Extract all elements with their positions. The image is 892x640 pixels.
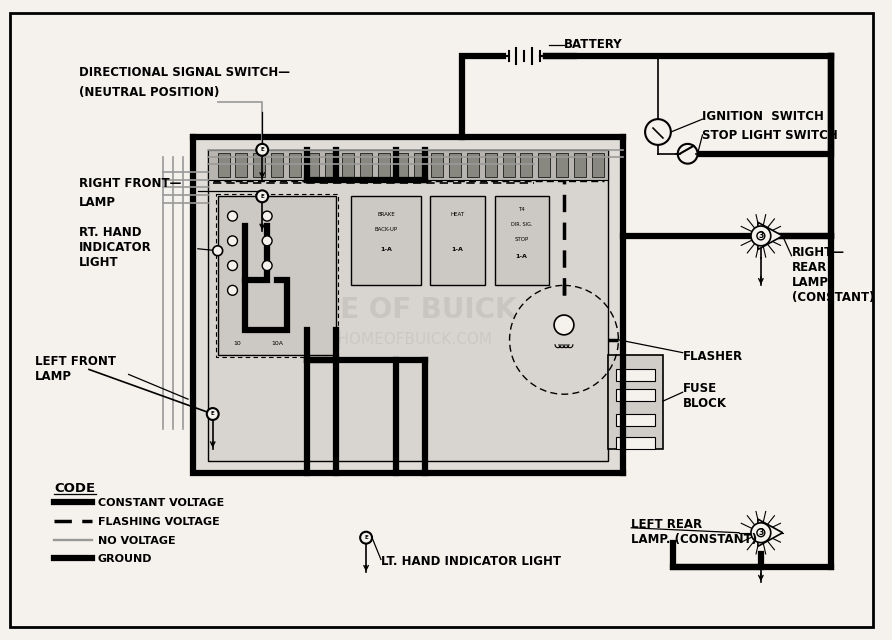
Circle shape: [751, 226, 771, 246]
Text: HOME OF BUICK: HOME OF BUICK: [266, 296, 516, 324]
Text: WWW.HOMEOFBUICK.COM: WWW.HOMEOFBUICK.COM: [289, 332, 492, 348]
Bar: [218, 153, 229, 177]
Bar: [450, 153, 461, 177]
Circle shape: [212, 246, 223, 256]
Text: 3: 3: [758, 232, 764, 241]
Circle shape: [256, 144, 268, 156]
Text: HEAT: HEAT: [450, 212, 464, 217]
Bar: [616, 414, 655, 426]
Polygon shape: [758, 519, 782, 547]
Text: RIGHT—
REAR
LAMP
(CONSTANT): RIGHT— REAR LAMP (CONSTANT): [791, 246, 874, 304]
Circle shape: [207, 408, 219, 420]
Bar: [351, 196, 420, 285]
Text: DIRECTIONAL SIGNAL SWITCH—: DIRECTIONAL SIGNAL SWITCH—: [79, 66, 290, 79]
Text: 1-A: 1-A: [451, 247, 463, 252]
Circle shape: [757, 529, 764, 537]
Text: LEFT FRONT
LAMP: LEFT FRONT LAMP: [35, 355, 116, 383]
Text: LT. HAND INDICATOR LIGHT: LT. HAND INDICATOR LIGHT: [381, 556, 561, 568]
Bar: [289, 153, 301, 177]
Bar: [378, 153, 390, 177]
Bar: [431, 196, 485, 285]
Bar: [307, 153, 318, 177]
Text: IGNITION  SWITCH: IGNITION SWITCH: [703, 110, 824, 124]
Text: E: E: [211, 412, 215, 417]
Bar: [616, 389, 655, 401]
Text: FUSE
BLOCK: FUSE BLOCK: [682, 382, 727, 410]
Text: CODE: CODE: [54, 483, 95, 495]
Bar: [502, 153, 515, 177]
Bar: [271, 153, 283, 177]
Text: RT. HAND
INDICATOR
LIGHT: RT. HAND INDICATOR LIGHT: [79, 226, 152, 269]
Bar: [216, 195, 338, 356]
Polygon shape: [758, 222, 782, 250]
Bar: [591, 153, 604, 177]
Bar: [360, 153, 372, 177]
Bar: [556, 153, 568, 177]
Circle shape: [262, 260, 272, 271]
Bar: [616, 369, 655, 381]
Circle shape: [227, 285, 237, 295]
Bar: [495, 196, 549, 285]
Bar: [343, 153, 354, 177]
Text: BRAKE: BRAKE: [377, 212, 395, 217]
Text: 3: 3: [758, 528, 764, 537]
Text: GROUND: GROUND: [98, 554, 153, 564]
Circle shape: [227, 260, 237, 271]
Text: DIR. SIG.: DIR. SIG.: [511, 222, 533, 227]
Circle shape: [678, 144, 698, 164]
Bar: [193, 137, 624, 474]
Circle shape: [751, 523, 771, 543]
Bar: [218, 196, 336, 355]
Circle shape: [227, 211, 237, 221]
Text: (NEUTRAL POSITION): (NEUTRAL POSITION): [79, 86, 219, 99]
Bar: [414, 153, 425, 177]
Circle shape: [227, 236, 237, 246]
Circle shape: [262, 236, 272, 246]
Text: BACK-UP: BACK-UP: [375, 227, 398, 232]
Bar: [616, 436, 655, 449]
Text: 10: 10: [234, 340, 242, 346]
Bar: [208, 150, 608, 461]
Text: FLASHING VOLTAGE: FLASHING VOLTAGE: [98, 517, 219, 527]
Bar: [396, 153, 408, 177]
Circle shape: [360, 532, 372, 543]
Bar: [208, 150, 608, 179]
Text: E: E: [260, 194, 264, 199]
Bar: [574, 153, 586, 177]
Circle shape: [757, 232, 764, 240]
Bar: [538, 153, 550, 177]
Bar: [520, 153, 533, 177]
Text: 1-A: 1-A: [380, 247, 392, 252]
Bar: [608, 355, 663, 449]
Text: 1-A: 1-A: [516, 253, 527, 259]
Text: RIGHT FRONT—: RIGHT FRONT—: [79, 177, 182, 189]
Text: STOP: STOP: [515, 237, 529, 242]
Text: BATTERY: BATTERY: [564, 38, 623, 51]
Text: FLASHER: FLASHER: [682, 349, 743, 363]
Text: 10A: 10A: [271, 340, 283, 346]
Text: LEFT REAR
LAMP. (CONSTANT): LEFT REAR LAMP. (CONSTANT): [632, 518, 757, 546]
Bar: [325, 153, 336, 177]
Circle shape: [554, 315, 574, 335]
Text: STOP LIGHT SWITCH: STOP LIGHT SWITCH: [703, 129, 838, 142]
Bar: [253, 153, 265, 177]
Text: E: E: [260, 147, 264, 152]
Bar: [432, 153, 443, 177]
Circle shape: [645, 119, 671, 145]
Bar: [235, 153, 247, 177]
Text: LAMP: LAMP: [79, 196, 116, 209]
Text: E: E: [364, 535, 368, 540]
Text: T4: T4: [518, 207, 524, 212]
Text: CONSTANT VOLTAGE: CONSTANT VOLTAGE: [98, 498, 224, 508]
Bar: [467, 153, 479, 177]
Circle shape: [262, 211, 272, 221]
Text: NO VOLTAGE: NO VOLTAGE: [98, 536, 176, 546]
Bar: [485, 153, 497, 177]
Circle shape: [256, 190, 268, 202]
